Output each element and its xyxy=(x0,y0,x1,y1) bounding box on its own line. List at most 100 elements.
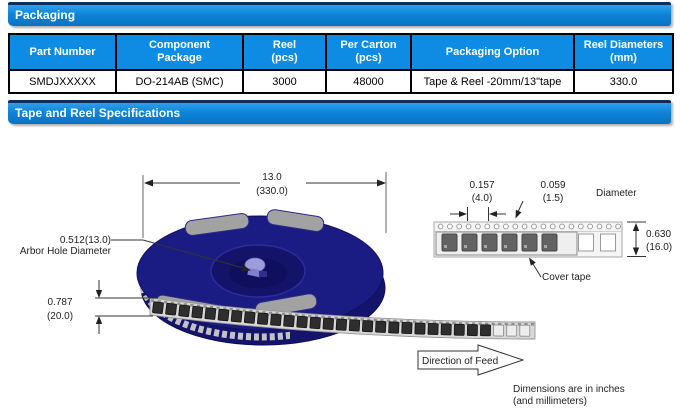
cover-tape-label: Cover tape xyxy=(542,272,591,283)
tape-strip-sprocket-mark xyxy=(498,322,502,326)
component-in-hub xyxy=(244,257,267,278)
tape-strip-pocket xyxy=(243,311,256,324)
units-note: Dimensions are in inches (and millimeter… xyxy=(513,384,625,407)
tape-strip-pocket xyxy=(152,301,164,315)
tape-strip-sprocket-mark xyxy=(491,322,495,326)
packaging-table: Part Number Component Package Reel (pcs) P… xyxy=(8,33,674,94)
sprocket-hole xyxy=(503,223,509,230)
tape-strip-sprocket-mark xyxy=(472,322,476,325)
sprocket-hole xyxy=(559,223,565,230)
sprocket-hole xyxy=(456,223,463,230)
pitch-mm: (4.0) xyxy=(472,193,493,204)
cell-reel-diameter: 330.0 xyxy=(573,69,674,94)
width-arrow-down xyxy=(632,247,640,256)
tape-strip-pocket xyxy=(283,314,295,328)
tape-strip-pocket xyxy=(257,312,269,325)
sprocket-holes xyxy=(437,223,621,230)
tape-strip-sprocket-mark xyxy=(439,321,443,325)
tape-strip-sprocket-mark xyxy=(151,299,155,302)
empty-pocket xyxy=(578,233,594,252)
tape-strip-sprocket-mark xyxy=(530,323,535,326)
tape-strip-sprocket-mark xyxy=(341,317,345,320)
tape-strip-sprocket-mark xyxy=(360,318,364,321)
thickness-mm: (20.0) xyxy=(47,311,73,322)
units-note-line2: (and millimeters) xyxy=(513,396,587,407)
component-mark xyxy=(504,245,507,248)
tape-strip-sprocket-mark xyxy=(249,309,253,313)
tape-strip-sprocket-mark xyxy=(282,312,286,316)
cover-tape-arrowhead xyxy=(529,257,536,266)
sprocket-hole xyxy=(475,223,481,230)
cell-component-package: DO-214AB (SMC) xyxy=(115,69,244,94)
tape-strip-empty-pocket xyxy=(506,324,518,337)
col-header-reel-diameters: Reel Diameters (mm) xyxy=(573,33,674,71)
col-header-part-number: Part Number xyxy=(8,33,117,71)
sprocket-hole xyxy=(615,223,621,230)
sprocket-hole xyxy=(493,223,500,230)
tape-strip-pocket xyxy=(309,316,321,330)
col-header-reel-pcs: Reel (pcs) xyxy=(242,33,327,71)
component-pockets xyxy=(441,233,616,252)
tape-strip-sprocket-mark xyxy=(399,320,404,323)
sprocket-hole xyxy=(577,223,584,230)
pocket-pitch-dimension: 0.157 (4.0) xyxy=(450,180,506,221)
tape-strip-pocket xyxy=(217,308,230,322)
tape-strip-sprocket-mark xyxy=(157,300,161,303)
tape-strip-sprocket-mark xyxy=(485,322,489,326)
pitch-arrow-right xyxy=(459,211,467,217)
tape-strip-sprocket-mark xyxy=(373,318,377,322)
tape-strip-sprocket-mark xyxy=(321,315,325,319)
tape-width-mm: (16.0) xyxy=(646,242,672,253)
hole-inches: 0.059 xyxy=(540,180,565,191)
tape-strip-pocket xyxy=(204,307,217,320)
tape-strip-sprocket-mark xyxy=(255,310,259,314)
tape-strip-sprocket-mark xyxy=(268,311,273,315)
tape-strip-sprocket-mark xyxy=(334,316,338,320)
tape-strip-sprocket-mark xyxy=(445,321,449,325)
tape-strip-sprocket-mark xyxy=(164,300,168,304)
direction-of-feed-banner: Direction of Feed xyxy=(417,344,525,376)
cover-tape-outline xyxy=(435,231,578,256)
tape-strip-pocket xyxy=(361,320,374,333)
packaging-section-title: Packaging xyxy=(8,2,671,26)
reel-slot-top-right xyxy=(266,209,325,232)
col-header-per-carton: Per Carton (pcs) xyxy=(325,33,412,71)
tape-strip-sprocket-mark xyxy=(524,323,528,326)
empty-pocket xyxy=(600,233,616,252)
sprocket-hole xyxy=(540,223,547,230)
tape-strip-sprocket-mark xyxy=(393,319,397,323)
tape-strip-sprocket-mark xyxy=(262,311,266,314)
tape-strip-sprocket-mark xyxy=(196,304,201,308)
arbor-hole-callout: 0.512(13.0) Arbor Hole Diameter xyxy=(20,235,251,272)
direction-of-feed-label: Direction of Feed xyxy=(422,356,498,367)
tape-strip-sprocket-mark xyxy=(458,322,463,325)
arbor-dim-text: 0.512(13.0) xyxy=(60,235,111,246)
tape-strip-sprocket-mark xyxy=(478,322,482,326)
tape-strip-sprocket-mark xyxy=(236,308,240,312)
units-note-line1: Dimensions are in inches xyxy=(513,384,625,395)
cell-part-number: SMDJXXXXX xyxy=(8,69,117,94)
tape-strip-pocket xyxy=(270,313,282,327)
col-header-component-package: Component Package xyxy=(115,33,244,71)
tape-strip-sprocket-mark xyxy=(177,302,181,305)
tape-strip-pocket xyxy=(230,310,243,323)
sprocket-hole xyxy=(531,223,537,230)
tape-strip-sprocket-mark xyxy=(517,323,521,326)
tape-strip-sprocket-mark xyxy=(203,305,207,308)
cell-per-carton: 48000 xyxy=(325,69,412,94)
tape-strip-pocket xyxy=(165,302,177,316)
tape-and-reel-diagram: 13.0 (330.0) 0.512(13.0) Arbor Hole Diam… xyxy=(20,172,672,407)
tape-strip-pocket xyxy=(440,323,452,336)
component-mark xyxy=(484,245,487,248)
tape-strip-pocket xyxy=(191,305,204,319)
tape-strip-empty-pocket xyxy=(519,324,531,337)
tape-strip-sprocket-mark xyxy=(275,312,279,315)
arbor-label-text: Arbor Hole Diameter xyxy=(20,246,112,257)
sprocket-hole xyxy=(512,223,519,230)
thickness-arrow-up xyxy=(95,316,103,324)
tape-strip-sprocket-mark xyxy=(419,320,423,324)
direction-arrow-outline xyxy=(417,344,525,376)
tape-reel-section-title: Tape and Reel Specifications xyxy=(8,100,671,124)
cover-tape-callout: Cover tape xyxy=(529,257,591,283)
tape-strip-sprocket-mark xyxy=(452,321,456,325)
